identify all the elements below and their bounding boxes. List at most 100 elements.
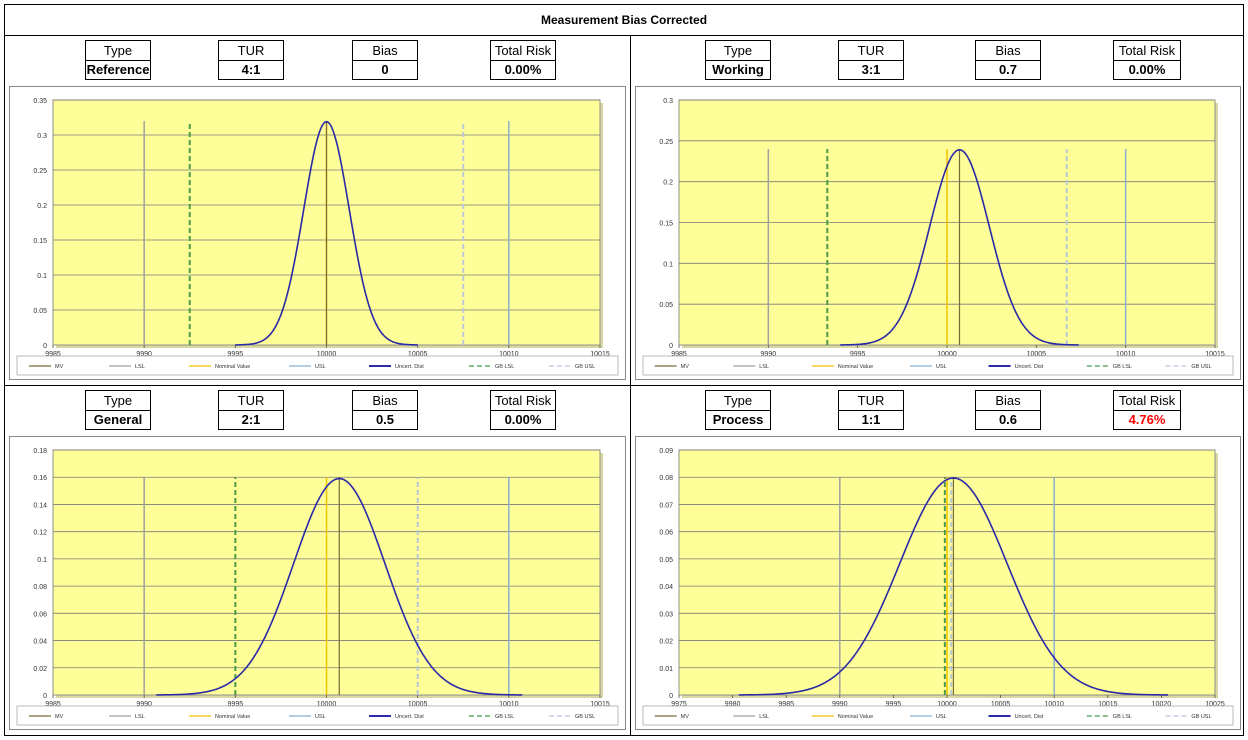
x-tick-label: 10025: [1205, 701, 1225, 708]
y-tick-label: 0.15: [33, 238, 47, 245]
x-tick-label: 9980: [725, 701, 741, 708]
uncert-dist-curve: [840, 149, 1079, 346]
risk-label: Total Risk: [1113, 390, 1181, 410]
tur-label: TUR: [838, 40, 904, 60]
bias-label: Bias: [975, 40, 1041, 60]
report-frame: Measurement Bias Corrected Type Referenc…: [4, 4, 1244, 736]
tur-value: 1:1: [838, 410, 904, 430]
x-tick-label: 9995: [228, 351, 244, 358]
panel-process: Type Process TUR 1:1 Bias 0.6 Total Risk…: [631, 386, 1245, 735]
x-tick-label: 10015: [590, 701, 610, 708]
tur-value: 2:1: [218, 410, 284, 430]
y-tick-label: 0.07: [659, 502, 673, 509]
x-tick-label: 9990: [761, 351, 777, 358]
x-tick-label: 10010: [499, 701, 519, 708]
y-tick-label: 0.06: [659, 530, 673, 537]
y-tick-label: 0: [669, 693, 673, 700]
y-tick-label: 0.09: [659, 448, 673, 455]
x-tick-label: 10000: [317, 351, 337, 358]
risk-value: 0.00%: [490, 60, 556, 80]
panel-general: Type General TUR 2:1 Bias 0.5 Total Risk…: [5, 386, 630, 735]
legend-label: LSL: [135, 714, 145, 720]
y-tick-label: 0.25: [33, 168, 47, 175]
bias-value: 0.7: [975, 60, 1041, 80]
x-tick-label: 9995: [228, 701, 244, 708]
type-label: Type: [85, 390, 151, 410]
x-tick-label: 10000: [937, 351, 957, 358]
y-tick-label: 0.06: [33, 611, 47, 618]
risk-label: Total Risk: [1113, 40, 1181, 60]
x-tick-label: 10010: [1116, 351, 1136, 358]
legend-label: USL: [315, 364, 326, 370]
legend-label: Uncert. Dist: [395, 714, 424, 720]
x-tick-label: 10000: [937, 701, 957, 708]
y-tick-label: 0.2: [663, 180, 673, 187]
bias-value: 0.6: [975, 410, 1041, 430]
panel-working: Type Working TUR 3:1 Bias 0.7 Total Risk…: [631, 36, 1245, 385]
y-tick-label: 0.03: [659, 611, 673, 618]
x-tick-label: 10015: [1098, 701, 1118, 708]
x-tick-label: 10010: [1044, 701, 1064, 708]
legend-label: GB LSL: [1113, 714, 1132, 720]
bias-value: 0.5: [352, 410, 418, 430]
legend-label: USL: [936, 364, 947, 370]
y-tick-label: 0.1: [37, 557, 47, 564]
y-tick-label: 0.16: [33, 475, 47, 482]
tur-value: 3:1: [838, 60, 904, 80]
legend-label: Uncert. Dist: [1015, 714, 1044, 720]
chart-working: 0 0.05 0.1 0.15 0.2 0.25 0.3 9985 9990 9995 10000 1…: [635, 86, 1241, 380]
x-tick-label: 9985: [45, 351, 61, 358]
x-tick-label: 10005: [991, 701, 1011, 708]
y-tick-label: 0.02: [33, 666, 47, 673]
x-tick-label: 10005: [408, 351, 428, 358]
legend-label: GB USL: [575, 714, 595, 720]
risk-label: Total Risk: [490, 390, 556, 410]
x-tick-label: 10005: [408, 701, 428, 708]
uncert-dist-curve: [738, 477, 1169, 696]
y-tick-label: 0.14: [33, 502, 47, 509]
legend-label: Nominal Value: [215, 714, 250, 720]
tur-value: 4:1: [218, 60, 284, 80]
y-tick-label: 0.3: [37, 133, 47, 140]
y-tick-label: 0.12: [33, 530, 47, 537]
legend-label: MV: [55, 714, 64, 720]
legend-label: Nominal Value: [838, 714, 873, 720]
legend-label: Uncert. Dist: [395, 364, 424, 370]
legend-label: GB USL: [1191, 364, 1211, 370]
y-tick-label: 0.08: [659, 475, 673, 482]
horizontal-divider: [5, 385, 1243, 386]
x-tick-label: 9985: [671, 351, 687, 358]
risk-value: 0.00%: [1113, 60, 1181, 80]
legend-box: [16, 705, 619, 726]
legend-label: LSL: [135, 364, 145, 370]
legend-label: GB LSL: [495, 714, 514, 720]
y-tick-label: 0.05: [659, 302, 673, 309]
y-tick-label: 0.18: [33, 448, 47, 455]
tur-label: TUR: [218, 40, 284, 60]
legend-box: [642, 705, 1234, 726]
legend-label: MV: [681, 364, 690, 370]
type-label: Type: [705, 390, 771, 410]
x-tick-label: 9985: [778, 701, 794, 708]
report-title: Measurement Bias Corrected: [5, 5, 1243, 36]
x-tick-label: 10000: [317, 701, 337, 708]
uncert-dist-curve: [156, 477, 523, 696]
x-tick-label: 9990: [832, 701, 848, 708]
y-tick-label: 0.25: [659, 139, 673, 146]
tur-label: TUR: [218, 390, 284, 410]
type-label: Type: [85, 40, 151, 60]
x-tick-label: 9985: [45, 701, 61, 708]
x-tick-label: 9975: [671, 701, 687, 708]
type-value: Reference: [85, 60, 151, 80]
y-tick-label: 0.05: [33, 308, 47, 315]
legend-label: GB LSL: [495, 364, 514, 370]
y-tick-label: 0.08: [33, 584, 47, 591]
x-tick-label: 9995: [886, 701, 902, 708]
uncert-dist-curve: [235, 120, 418, 346]
x-tick-label: 9990: [136, 351, 152, 358]
legend-label: Nominal Value: [838, 364, 873, 370]
x-tick-label: 10005: [1027, 351, 1047, 358]
risk-label: Total Risk: [490, 40, 556, 60]
bias-label: Bias: [352, 390, 418, 410]
legend-label: LSL: [759, 364, 769, 370]
